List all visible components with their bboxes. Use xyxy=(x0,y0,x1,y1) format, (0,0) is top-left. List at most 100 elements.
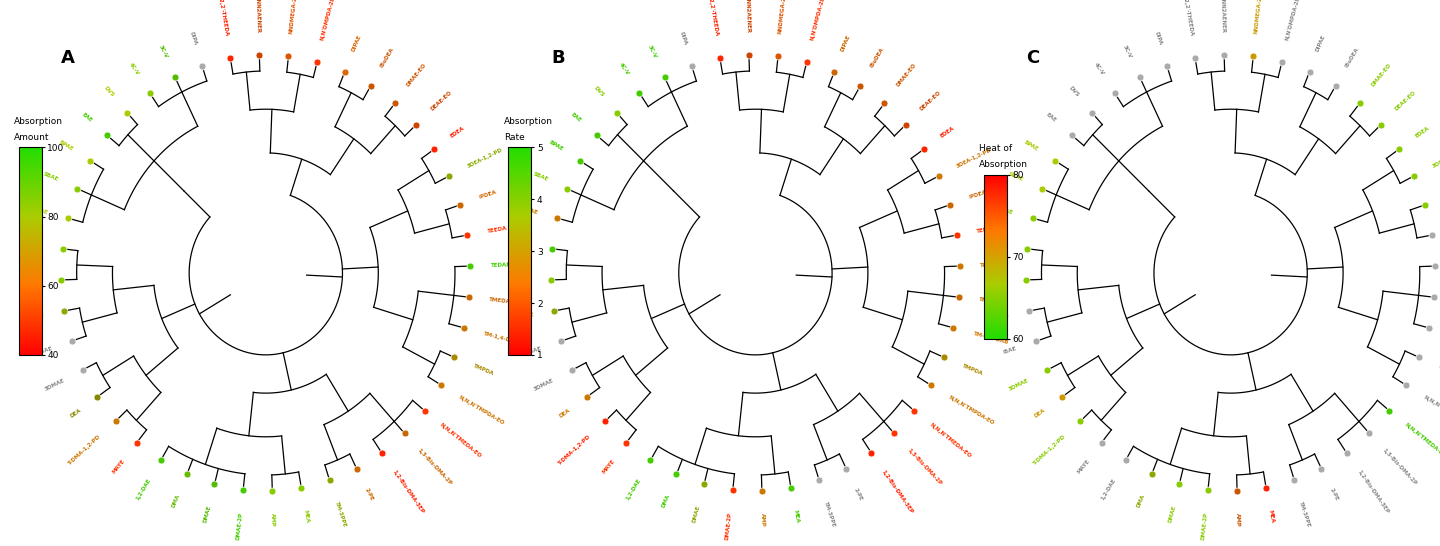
Text: MAYE: MAYE xyxy=(600,458,615,474)
Text: MEA: MEA xyxy=(1267,509,1274,523)
Text: MEA: MEA xyxy=(302,509,310,523)
Text: TEDAM: TEDAM xyxy=(491,262,513,268)
Text: N,N'DMPDA-2ED: N,N'DMPDA-2ED xyxy=(1284,0,1302,41)
Text: DPAE: DPAE xyxy=(26,242,43,249)
Text: 2-PE: 2-PE xyxy=(363,487,374,502)
Text: SBAE: SBAE xyxy=(1007,171,1024,182)
Text: MAYE: MAYE xyxy=(1076,458,1090,474)
Text: 1,2-Bis-DMA-3EP: 1,2-Bis-DMA-3EP xyxy=(881,470,914,515)
Text: IPDEA: IPDEA xyxy=(478,190,498,200)
Text: TM-1,4-DAB: TM-1,4-DAB xyxy=(482,331,520,345)
Text: DIPAE: DIPAE xyxy=(1315,34,1326,52)
Text: NNDMEGA-2EO: NNDMEGA-2EO xyxy=(778,0,788,34)
Text: DEA: DEA xyxy=(559,407,572,418)
Text: TMNTDNEJNN2AENER: TMNTDNEJNN2AENER xyxy=(1218,0,1225,33)
Text: DIPA: DIPA xyxy=(1153,31,1164,45)
Text: A: A xyxy=(62,49,75,67)
Text: DIPA: DIPA xyxy=(189,31,199,45)
Text: BPAE: BPAE xyxy=(1022,139,1038,152)
Text: SBAE: SBAE xyxy=(42,171,59,182)
Text: DMAE: DMAE xyxy=(203,505,212,524)
Text: 3C-V: 3C-V xyxy=(157,44,168,59)
Text: DIPAE: DIPAE xyxy=(840,34,851,52)
Text: 3DMAE: 3DMAE xyxy=(43,377,65,391)
Text: TMPDA: TMPDA xyxy=(962,364,984,377)
Text: N,N,N'TMEDA-EO: N,N,N'TMEDA-EO xyxy=(1404,423,1440,459)
Text: N,N,N'TMEDA-EO: N,N,N'TMEDA-EO xyxy=(929,423,972,459)
Text: DPAE: DPAE xyxy=(991,242,1008,249)
Text: TM-3PPE: TM-3PPE xyxy=(824,501,837,528)
Text: 1,2-DAE: 1,2-DAE xyxy=(135,478,153,501)
Text: NNDMEGA-2EO: NNDMEGA-2EO xyxy=(1253,0,1263,34)
Text: DEAE: DEAE xyxy=(24,278,42,283)
Text: 3DEA-1,2-PD: 3DEA-1,2-PD xyxy=(1431,147,1440,169)
Text: TM-3PPE: TM-3PPE xyxy=(334,501,347,528)
Text: DMAE: DMAE xyxy=(693,505,701,524)
Text: TEEDA: TEEDA xyxy=(976,225,996,234)
Text: 2,2,2'-THEEDA: 2,2,2'-THEEDA xyxy=(707,0,719,37)
Text: TMEDA: TMEDA xyxy=(979,297,1001,305)
Text: N,N'DMPDA-2ED: N,N'DMPDA-2ED xyxy=(809,0,827,41)
Text: DVS: DVS xyxy=(592,86,605,98)
Text: 1,3-Bis-DMA-2P: 1,3-Bis-DMA-2P xyxy=(906,448,942,486)
Text: DPAE: DPAE xyxy=(516,242,533,249)
Text: DMA: DMA xyxy=(661,494,671,509)
Text: TMPDA: TMPDA xyxy=(472,364,494,377)
Text: 1,2-Bis-DMA-3EP: 1,2-Bis-DMA-3EP xyxy=(1356,470,1390,515)
Text: DMAE-2P: DMAE-2P xyxy=(724,512,733,540)
Text: Absorption: Absorption xyxy=(14,117,63,126)
Text: MAYE: MAYE xyxy=(111,458,125,474)
Text: EAE: EAE xyxy=(570,112,582,123)
Text: IPAE: IPAE xyxy=(524,207,539,215)
Text: TMEDA: TMEDA xyxy=(490,297,511,305)
Text: N,N'DMPDA-2ED: N,N'DMPDA-2ED xyxy=(320,0,337,41)
Text: N,N,N'TMEDA-EO: N,N,N'TMEDA-EO xyxy=(439,423,482,459)
Text: AMP: AMP xyxy=(760,513,766,527)
Text: DMAE-2P: DMAE-2P xyxy=(1200,512,1208,540)
Text: DEAE-EO: DEAE-EO xyxy=(1394,90,1417,112)
Text: N,N,N'TMPDA-EO: N,N,N'TMPDA-EO xyxy=(1423,394,1440,425)
Text: MEA: MEA xyxy=(792,509,799,523)
Text: DMAE-2P: DMAE-2P xyxy=(235,512,243,540)
Text: BPAE: BPAE xyxy=(547,139,563,152)
Text: TMNTDNEJNN2AENER: TMNTDNEJNN2AENER xyxy=(253,0,261,33)
Text: DMA: DMA xyxy=(171,494,181,509)
Text: IBAE: IBAE xyxy=(1002,346,1018,355)
Text: 4C-V: 4C-V xyxy=(618,62,629,76)
Text: DEA: DEA xyxy=(69,407,82,418)
Text: Rate: Rate xyxy=(504,133,524,142)
Text: DVS: DVS xyxy=(102,86,115,98)
Text: EDEA: EDEA xyxy=(449,126,467,139)
Text: 1,3-Bis-DMA-2P: 1,3-Bis-DMA-2P xyxy=(1381,448,1417,486)
Text: DVS: DVS xyxy=(1067,86,1080,98)
Text: 2,2,2'-THEEDA: 2,2,2'-THEEDA xyxy=(217,0,229,37)
Text: DEAE-EO: DEAE-EO xyxy=(429,90,452,112)
Text: 2,2,2'-THEEDA: 2,2,2'-THEEDA xyxy=(1182,0,1194,37)
Text: DMA: DMA xyxy=(1136,494,1146,509)
Text: Absorption: Absorption xyxy=(979,161,1028,169)
Text: DMAE-EO: DMAE-EO xyxy=(1371,63,1392,88)
Text: TEEDA: TEEDA xyxy=(487,225,507,234)
Text: DIPAE: DIPAE xyxy=(350,34,361,52)
Text: 4C-V: 4C-V xyxy=(1093,62,1104,76)
Text: AMP: AMP xyxy=(271,513,276,527)
Text: AMP: AMP xyxy=(1236,513,1241,527)
Text: 1,3-Bis-DMA-2P: 1,3-Bis-DMA-2P xyxy=(416,448,452,486)
Text: 3DEA-1,2-PD: 3DEA-1,2-PD xyxy=(956,147,994,169)
Text: 3C-V: 3C-V xyxy=(1122,44,1133,59)
Text: TMPDA: TMPDA xyxy=(1437,364,1440,377)
Text: 2-PE: 2-PE xyxy=(852,487,864,502)
Text: N,N,N'TMPDA-EO: N,N,N'TMPDA-EO xyxy=(458,394,505,425)
Text: 1,2-DAE: 1,2-DAE xyxy=(625,478,642,501)
Text: 3DMAE: 3DMAE xyxy=(533,377,554,391)
Text: EAE: EAE xyxy=(1045,112,1057,123)
Text: IBuDEA: IBuDEA xyxy=(379,46,395,68)
Text: TM-1,4-DAB: TM-1,4-DAB xyxy=(972,331,1009,345)
Text: NNDMEGA-2EO: NNDMEGA-2EO xyxy=(288,0,298,34)
Text: IBuDEA: IBuDEA xyxy=(868,46,884,68)
Text: IPAE: IPAE xyxy=(999,207,1014,215)
Text: DEAE: DEAE xyxy=(989,278,1007,283)
Text: IPAE: IPAE xyxy=(35,207,49,215)
Text: DMAE-EO: DMAE-EO xyxy=(406,63,428,88)
Text: IBuDEA: IBuDEA xyxy=(1344,46,1359,68)
